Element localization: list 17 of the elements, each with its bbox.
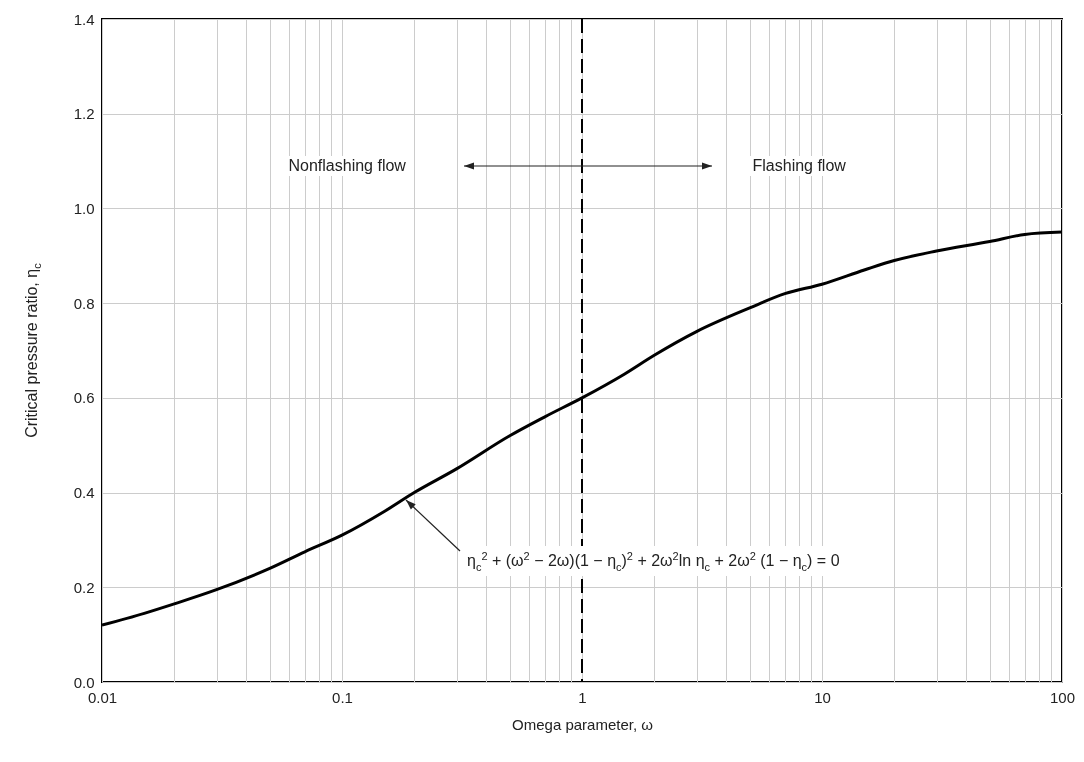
annotation: Nonflashing flow — [285, 156, 409, 176]
y-tick-label: 0.4 — [73, 484, 95, 502]
y-tick-label: 0.8 — [73, 294, 95, 312]
y-tick-label: 0.6 — [73, 389, 95, 407]
text: η$_{c}$$^{2}$ + (ω$^{2}$ − 2ω)(1 − η$_{c}$)$^{2}$ + 2ω$^{2}$ln η$_{c}$ + 2ω$^{2}$ (1 − η$_{c}$) = 0 — [467, 549, 840, 573]
x-tick-label: 0.01 — [87, 688, 118, 706]
y-tick-label: 0.2 — [73, 578, 95, 596]
y-tick-label: 1.4 — [73, 10, 95, 28]
x-axis-title: Omega parameter, ω — [512, 715, 654, 733]
x-tick-label: 1 — [578, 688, 587, 706]
x-tick-label: 0.1 — [332, 688, 353, 706]
x-tick-label: 100 — [1049, 688, 1076, 706]
y-tick-label: 0.0 — [73, 673, 95, 691]
annotation: Flashing flow — [749, 156, 849, 176]
y-tick-label: 1.2 — [73, 105, 95, 123]
y-tick-label: 1.0 — [73, 199, 95, 217]
x-tick-label: 10 — [814, 688, 831, 706]
